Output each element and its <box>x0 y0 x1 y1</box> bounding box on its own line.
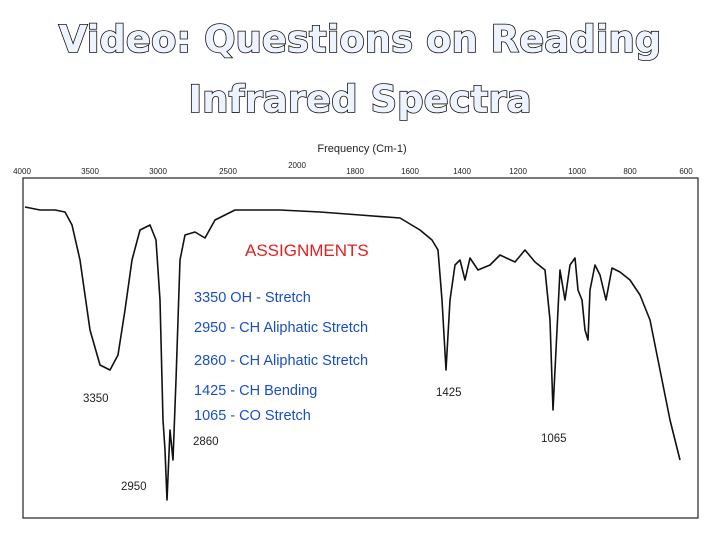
tick-label: 800 <box>623 167 637 176</box>
tick-label: 1600 <box>401 167 419 176</box>
tick-label: 2500 <box>219 167 237 176</box>
tick-label: 4000 <box>13 167 31 176</box>
tick-label: 1000 <box>568 167 586 176</box>
title-line: Infrared Spectra <box>188 78 531 121</box>
title-line: Video: Questions on Reading <box>59 18 661 61</box>
tick-label: 1200 <box>509 167 527 176</box>
tick-label: 2000 <box>288 161 306 170</box>
assignments-list: 3350 OH - Stretch 2950 - CH Aliphatic Str… <box>194 290 368 424</box>
spectrum-curve <box>24 206 681 501</box>
assignments-heading: ASSIGNMENTS <box>245 241 369 260</box>
axis-title: Frequency (Cm-1) <box>317 143 406 155</box>
tick-labels: 4000 3500 3000 2500 2000 1800 1600 1400 1200 1000… <box>13 161 693 176</box>
tick-label: 600 <box>679 167 693 176</box>
plot-frame <box>22 177 699 519</box>
assignment: 1425 - CH Bending <box>194 383 317 399</box>
peak-label: 2860 <box>193 436 219 448</box>
peak-label: 2950 <box>121 481 147 493</box>
tick-label: 1800 <box>346 167 364 176</box>
assignment: 3350 OH - Stretch <box>194 290 311 306</box>
peak-labels: 3350 2950 2860 1425 1065 <box>83 387 567 493</box>
tick-label: 1400 <box>453 167 471 176</box>
tick-label: 3500 <box>81 167 99 176</box>
peak-label: 3350 <box>83 393 109 405</box>
assignment: 1065 - CO Stretch <box>194 408 311 424</box>
tick-label: 3000 <box>149 167 167 176</box>
peak-label: 1065 <box>541 433 567 445</box>
peak-label: 1425 <box>436 387 462 399</box>
assignment: 2950 - CH Aliphatic Stretch <box>194 320 368 336</box>
assignment: 2860 - CH Aliphatic Stretch <box>194 353 368 369</box>
